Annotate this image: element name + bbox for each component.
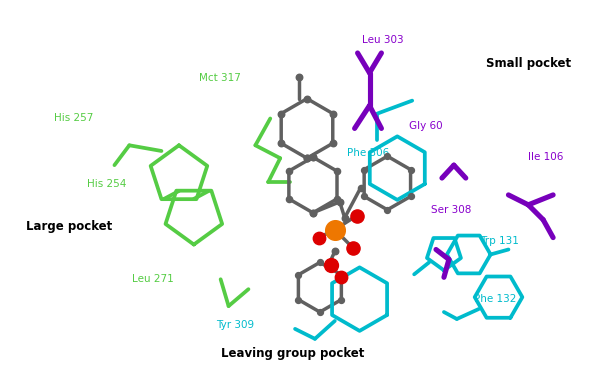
Text: Phe 306: Phe 306 <box>347 148 389 158</box>
Text: Leaving group pocket: Leaving group pocket <box>220 347 364 360</box>
Point <box>314 235 324 241</box>
Point <box>276 111 286 117</box>
Point <box>335 199 345 205</box>
Point <box>332 168 342 174</box>
Point <box>302 155 312 161</box>
Point <box>308 154 318 160</box>
Point <box>308 210 318 216</box>
Text: His 254: His 254 <box>87 179 126 189</box>
Point <box>302 155 312 161</box>
Point <box>330 248 340 254</box>
Text: Large pocket: Large pocket <box>26 219 113 233</box>
Point <box>328 140 337 146</box>
Point <box>330 227 340 233</box>
Text: Leu 303: Leu 303 <box>362 35 404 45</box>
Point <box>340 215 350 221</box>
Point <box>382 153 392 159</box>
Point <box>332 196 342 202</box>
Point <box>337 272 347 278</box>
Text: Gly 60: Gly 60 <box>409 121 442 131</box>
Point <box>284 196 294 202</box>
Text: Tyr 309: Tyr 309 <box>216 320 254 330</box>
Point <box>328 111 337 117</box>
Point <box>294 272 303 278</box>
Point <box>356 185 365 191</box>
Text: Ser 308: Ser 308 <box>431 205 472 215</box>
Point <box>276 140 286 146</box>
Text: Mct 317: Mct 317 <box>199 73 241 83</box>
Text: Ile 106: Ile 106 <box>528 152 563 162</box>
Point <box>315 309 325 315</box>
Point <box>325 259 335 265</box>
Text: Phe 132: Phe 132 <box>474 294 516 304</box>
Point <box>352 213 362 219</box>
Point <box>294 74 304 80</box>
Point <box>406 167 415 173</box>
Point <box>337 297 347 302</box>
Text: Small pocket: Small pocket <box>485 57 571 70</box>
Text: Trp 131: Trp 131 <box>480 236 519 245</box>
Point <box>406 194 415 199</box>
Text: His 257: His 257 <box>54 113 93 123</box>
Point <box>348 245 357 251</box>
Point <box>336 275 345 280</box>
Point <box>315 259 325 265</box>
Point <box>294 297 303 302</box>
Point <box>302 96 312 102</box>
Point <box>308 210 318 216</box>
Text: Leu 271: Leu 271 <box>132 274 174 284</box>
Point <box>359 167 369 173</box>
Point <box>308 154 318 160</box>
Point <box>382 207 392 213</box>
Point <box>326 262 336 268</box>
Point <box>359 194 369 199</box>
Point <box>284 168 294 174</box>
